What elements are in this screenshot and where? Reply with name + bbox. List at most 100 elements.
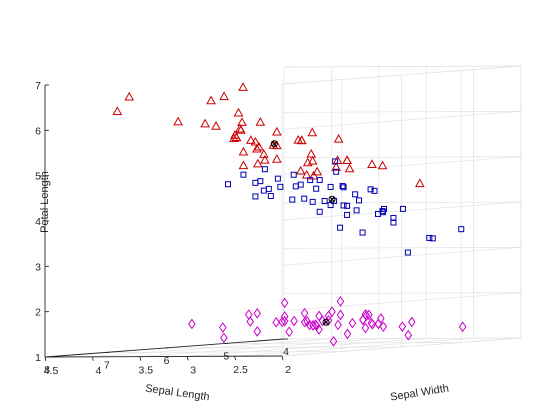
y-tick-label: 2.5 <box>233 364 248 376</box>
grid-line <box>281 292 522 312</box>
triangle-point <box>124 91 135 101</box>
triangle-point <box>251 143 262 153</box>
triangle-point <box>233 107 244 117</box>
square-point <box>340 202 347 209</box>
triangle-point <box>333 133 344 143</box>
diamond-point <box>336 295 345 307</box>
grid-line <box>283 156 522 159</box>
square-point <box>321 197 328 204</box>
square-point <box>274 175 281 182</box>
y-tick <box>234 356 237 361</box>
triangle-point <box>306 148 317 158</box>
square-point <box>316 177 323 184</box>
z-tick-label: 4 <box>35 216 41 228</box>
diamond-point <box>315 324 323 335</box>
diamond-point <box>278 316 286 328</box>
square-point <box>260 187 267 194</box>
y-tick-label: 2 <box>285 364 291 376</box>
triangle-point <box>235 123 245 133</box>
centroid-cross <box>329 196 336 203</box>
axis-lines <box>44 85 285 358</box>
square-point <box>352 191 359 198</box>
square-point <box>339 183 346 190</box>
square-point <box>327 183 334 190</box>
centroid-cross <box>271 140 278 147</box>
z-tick-label: 6 <box>35 125 41 137</box>
grid-line <box>164 346 402 349</box>
diamond-point <box>272 316 281 328</box>
triangle-point <box>367 159 377 169</box>
triangle-point <box>271 154 282 163</box>
triangle-point <box>331 161 342 171</box>
triangle-point <box>250 136 261 146</box>
square-point <box>333 168 340 175</box>
diamond-point <box>300 316 309 328</box>
x-tick-label: 8 <box>44 364 50 376</box>
grid-line <box>281 337 522 357</box>
diamond-point <box>285 326 293 338</box>
square-point <box>261 166 268 173</box>
square-point <box>356 197 363 204</box>
y-axis-label: Sepal Width <box>389 382 449 403</box>
diamond-point <box>253 307 262 319</box>
y-tick <box>91 356 94 361</box>
diamond-point <box>359 314 367 326</box>
x-tick-label: 7 <box>104 360 110 372</box>
square-point <box>404 249 411 256</box>
y-tick <box>139 356 142 361</box>
triangle-point <box>237 117 247 126</box>
diamond-point <box>253 326 262 337</box>
triangle-point <box>414 178 425 188</box>
diamond-point <box>368 318 377 330</box>
square-point <box>316 208 323 215</box>
square-point <box>252 193 259 200</box>
y-tick <box>281 355 284 361</box>
triangle-point <box>231 132 242 142</box>
diamond-point <box>280 315 289 327</box>
centroid-markers <box>270 140 336 326</box>
centroid-cross <box>323 319 329 326</box>
triangle-point <box>295 165 306 175</box>
triangle-point <box>255 116 266 126</box>
centroid-circle <box>322 318 330 326</box>
square-point <box>309 198 316 205</box>
diamond-point <box>458 321 467 333</box>
square-point <box>331 197 338 204</box>
triangle-point <box>344 163 355 173</box>
grid-line <box>139 338 379 357</box>
diamond-point <box>290 315 298 327</box>
grid-line <box>224 342 462 344</box>
diamond-point <box>303 315 311 327</box>
square-point <box>458 226 465 233</box>
grid-line <box>283 110 522 113</box>
triangle-point <box>342 155 352 165</box>
grid-line <box>281 156 522 176</box>
centroid-circle <box>328 195 336 203</box>
grid-lines <box>44 65 522 358</box>
z-tick-label: 3 <box>35 261 41 273</box>
triangle-point <box>301 169 312 179</box>
z-tick-label: 7 <box>35 80 41 92</box>
diamond-point <box>219 322 227 333</box>
diamond-point <box>329 335 338 347</box>
diamond-point <box>374 318 383 330</box>
diamond-point <box>300 307 309 319</box>
square-point <box>301 195 308 202</box>
square-point <box>371 187 378 194</box>
square-point <box>265 185 272 192</box>
square-point <box>344 211 351 218</box>
square-point <box>224 181 231 188</box>
square-point <box>297 181 304 188</box>
triangle-point <box>254 141 264 151</box>
triangle-point <box>253 158 263 168</box>
grid-line <box>92 338 332 358</box>
square-point <box>290 171 297 178</box>
diamond-point <box>188 318 196 330</box>
triangle-point <box>307 127 318 137</box>
square-point <box>307 177 314 184</box>
triangle-point <box>307 155 318 165</box>
box-edge <box>283 65 522 68</box>
diamond-point <box>343 328 352 340</box>
x-tick-label: 5 <box>223 351 229 363</box>
